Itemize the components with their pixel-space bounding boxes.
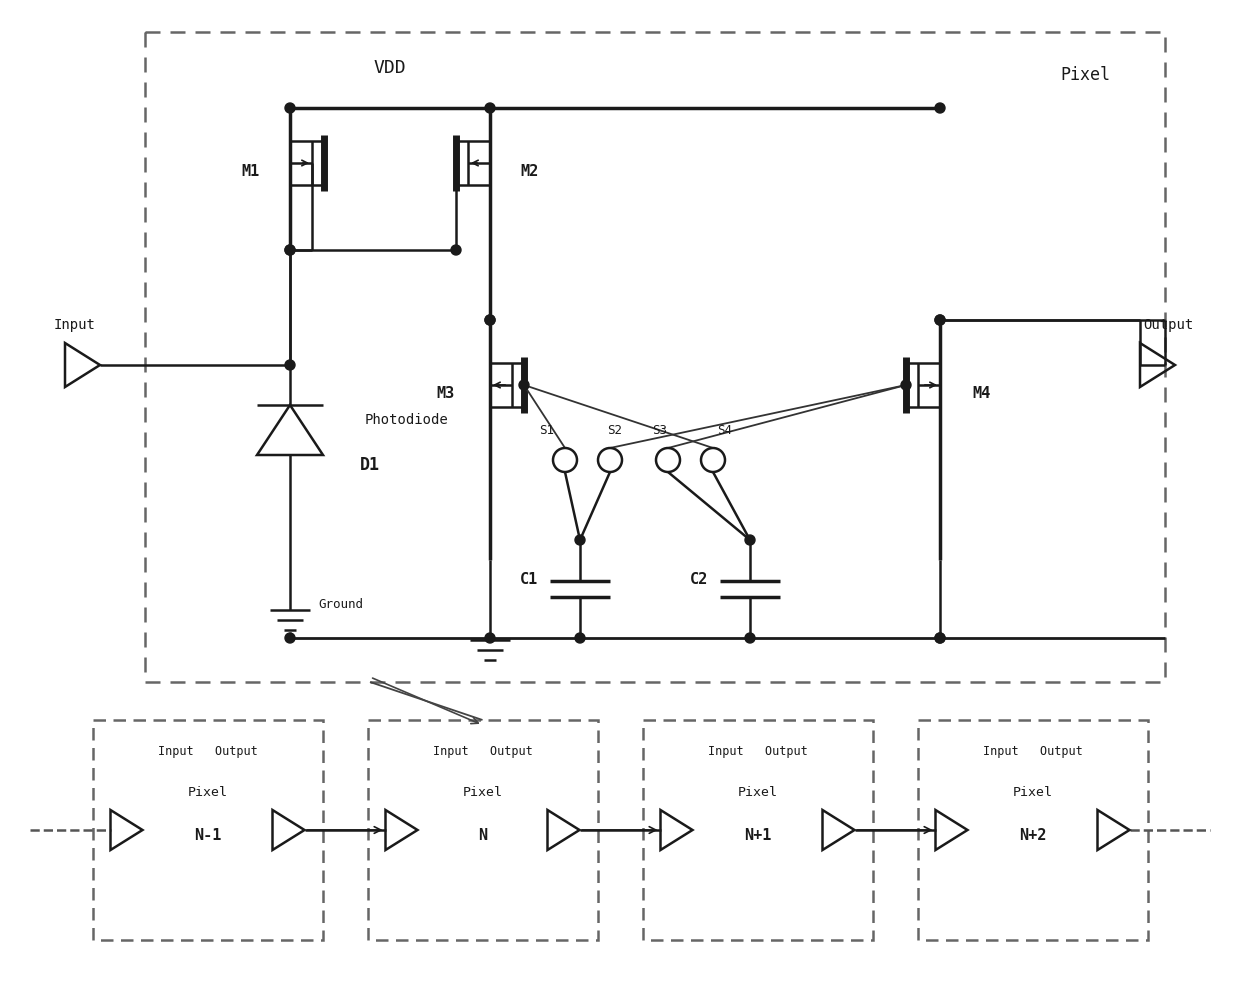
Circle shape bbox=[485, 633, 495, 643]
Text: Photodiode: Photodiode bbox=[365, 413, 449, 427]
Text: M3: M3 bbox=[436, 386, 455, 401]
Text: S2: S2 bbox=[608, 424, 622, 437]
Circle shape bbox=[935, 315, 945, 325]
Circle shape bbox=[901, 380, 911, 390]
Text: Pixel: Pixel bbox=[738, 785, 777, 798]
Circle shape bbox=[285, 103, 295, 113]
Circle shape bbox=[745, 535, 755, 545]
Text: S4: S4 bbox=[718, 424, 733, 437]
Circle shape bbox=[935, 633, 945, 643]
Text: Ground: Ground bbox=[317, 598, 363, 611]
Text: S1: S1 bbox=[539, 424, 554, 437]
Text: M4: M4 bbox=[972, 386, 991, 401]
Circle shape bbox=[285, 360, 295, 370]
Text: Pixel: Pixel bbox=[463, 785, 502, 798]
Text: N+1: N+1 bbox=[744, 827, 771, 842]
Text: Input   Output: Input Output bbox=[157, 745, 258, 758]
Circle shape bbox=[575, 535, 585, 545]
Text: S3: S3 bbox=[652, 424, 667, 437]
Text: N: N bbox=[477, 827, 487, 842]
Text: M2: M2 bbox=[520, 164, 538, 179]
Text: Input   Output: Input Output bbox=[708, 745, 807, 758]
Text: Output: Output bbox=[1143, 318, 1193, 332]
Text: Pixel: Pixel bbox=[187, 785, 227, 798]
Circle shape bbox=[745, 633, 755, 643]
Text: N-1: N-1 bbox=[193, 827, 221, 842]
Text: Input   Output: Input Output bbox=[433, 745, 532, 758]
Text: D1: D1 bbox=[360, 456, 379, 474]
Text: C2: C2 bbox=[689, 571, 708, 586]
Circle shape bbox=[935, 315, 945, 325]
Circle shape bbox=[935, 633, 945, 643]
Circle shape bbox=[485, 315, 495, 325]
Circle shape bbox=[520, 380, 529, 390]
Circle shape bbox=[285, 245, 295, 255]
Circle shape bbox=[451, 245, 461, 255]
Circle shape bbox=[485, 315, 495, 325]
Circle shape bbox=[285, 633, 295, 643]
Text: VDD: VDD bbox=[373, 59, 407, 77]
Text: M1: M1 bbox=[242, 164, 260, 179]
Text: Input   Output: Input Output bbox=[982, 745, 1083, 758]
Text: Pixel: Pixel bbox=[1060, 66, 1110, 84]
Circle shape bbox=[575, 633, 585, 643]
Text: N+2: N+2 bbox=[1019, 827, 1047, 842]
Text: C1: C1 bbox=[520, 571, 538, 586]
Text: Pixel: Pixel bbox=[1013, 785, 1053, 798]
Text: Input: Input bbox=[55, 318, 95, 332]
Circle shape bbox=[285, 245, 295, 255]
Circle shape bbox=[485, 103, 495, 113]
Circle shape bbox=[935, 103, 945, 113]
